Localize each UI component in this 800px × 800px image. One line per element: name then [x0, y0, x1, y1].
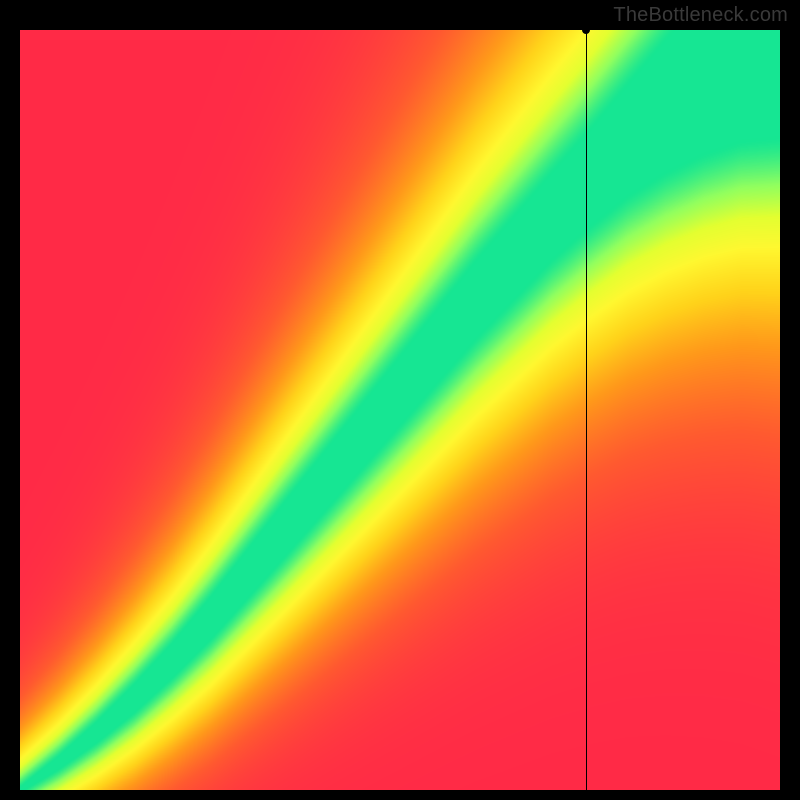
- chart-container: TheBottleneck.com: [0, 0, 800, 800]
- heatmap-canvas: [20, 30, 780, 790]
- attribution-label: TheBottleneck.com: [613, 4, 788, 27]
- indicator-marker: [582, 26, 590, 34]
- vertical-indicator-line: [586, 30, 587, 790]
- plot-area: [20, 30, 780, 790]
